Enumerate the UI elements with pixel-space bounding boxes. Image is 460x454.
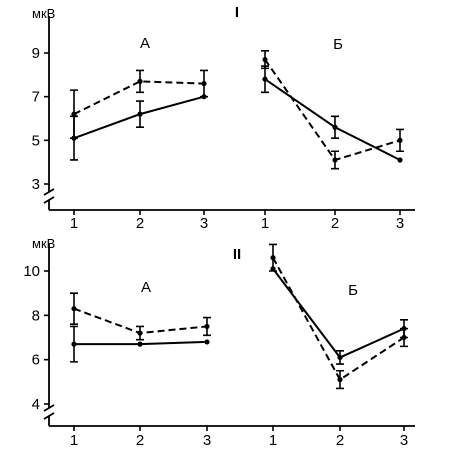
data-point-dashed (71, 306, 77, 312)
data-point-solid (204, 339, 210, 345)
data-point-dashed (270, 255, 276, 261)
panel-title: II (233, 246, 241, 263)
x-tick-label: 1 (261, 215, 269, 232)
group-Б: Б 1 2 3 (261, 36, 404, 232)
data-point-solid (401, 326, 407, 332)
x-tick-label: 3 (203, 432, 211, 449)
y-tick-label: 6 (32, 352, 40, 369)
y-tick-label: 4 (32, 396, 40, 413)
x-tick-label: 1 (70, 215, 78, 232)
group-label: Б (333, 36, 343, 53)
data-point-dashed (397, 137, 403, 143)
x-tick-label: 2 (336, 432, 344, 449)
x-tick-label: 2 (331, 215, 339, 232)
data-point-solid (397, 157, 403, 163)
group-label: А (141, 279, 151, 296)
axis-break-mark (43, 412, 55, 420)
y-tick-label: 10 (23, 263, 40, 280)
data-point-solid (71, 341, 77, 347)
panel-title: I (235, 4, 239, 21)
x-tick-label: 3 (400, 432, 408, 449)
y-axis-unit: мкВ (32, 236, 55, 251)
x-tick-label: 1 (269, 432, 277, 449)
y-axis-unit: мкВ (32, 6, 55, 21)
data-point-solid (332, 124, 338, 130)
data-point-dashed (201, 80, 207, 87)
group-А: А 1 2 3 (70, 279, 211, 449)
series-line-solid (272, 268, 405, 359)
y-tick-label: 8 (32, 307, 40, 324)
x-tick-label: 1 (70, 432, 78, 449)
data-point-dashed (204, 323, 210, 330)
data-point-solid (337, 354, 343, 361)
data-point-dashed (332, 157, 338, 163)
data-point-solid (137, 341, 143, 347)
x-tick-label: 3 (200, 215, 208, 232)
group-Б: Б 1 2 3 (269, 243, 408, 449)
x-tick-label: 3 (396, 215, 404, 232)
axis-break-mark (43, 188, 55, 196)
data-point-solid (71, 135, 77, 141)
series-line-solid (73, 95, 205, 140)
data-point-dashed (337, 377, 343, 383)
data-point-dashed (262, 56, 268, 63)
series-line-dashed (264, 58, 401, 162)
data-point-solid (201, 94, 207, 100)
x-tick-label: 2 (136, 215, 144, 232)
y-tick-label: 9 (32, 45, 40, 62)
group-label: А (140, 35, 150, 52)
series-line-solid (264, 78, 401, 161)
x-tick-label: 2 (136, 432, 144, 449)
data-point-solid (137, 111, 143, 117)
y-tick-label: 3 (32, 176, 40, 193)
data-point-dashed (137, 330, 143, 336)
data-point-solid (262, 76, 268, 82)
group-А: А 1 2 3 (70, 35, 208, 232)
data-point-solid (270, 266, 276, 272)
series-line-dashed (272, 257, 405, 382)
axis-break-mark (43, 196, 55, 204)
y-tick-label: 7 (32, 89, 40, 106)
panel-II: мкВ II 4 6 8 10 А 1 2 3 Б 1 2 3 (23, 236, 415, 449)
data-point-dashed (137, 78, 143, 84)
y-tick-label: 5 (32, 132, 40, 149)
panel-I: мкВ I 3 5 7 9 А 1 2 3 Б 1 2 3 (32, 4, 415, 232)
group-label: Б (348, 282, 358, 299)
series-line-dashed (73, 80, 205, 116)
data-point-dashed (71, 111, 77, 117)
axis-break-mark (43, 404, 55, 412)
